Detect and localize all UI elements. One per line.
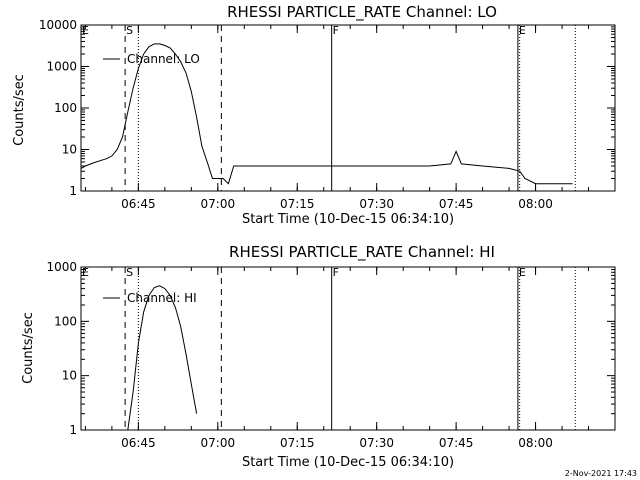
x-tick-label: 07:00 (201, 436, 236, 450)
panel-hi: RHESSI PARTICLE_RATE Channel: HI Counts/… (21, 243, 616, 470)
series-line (80, 43, 573, 185)
y-tick-label: 10000 (39, 18, 77, 32)
legend-entry: Channel: LO (127, 52, 200, 66)
event-marker-label: E (82, 24, 89, 37)
y-tick-label: 10 (62, 369, 77, 383)
y-axis-label: Counts/sec (21, 312, 36, 384)
x-tick-label: 07:45 (439, 436, 474, 450)
x-tick-label: 06:45 (121, 197, 156, 211)
y-tick-label: 100 (54, 314, 77, 328)
event-marker-label: F (333, 24, 339, 37)
event-marker-label: S (126, 266, 133, 279)
x-tick-label: 08:00 (518, 197, 553, 211)
x-axis-label: Start Time (10-Dec-15 06:34:10) (242, 455, 454, 470)
x-tick-label: 07:45 (439, 197, 474, 211)
y-axis-label: Counts/sec (12, 74, 27, 146)
event-marker-label: E (519, 24, 526, 37)
x-tick-label: 06:45 (121, 436, 156, 450)
y-tick-label: 1 (69, 423, 77, 437)
timestamp: 2-Nov-2021 17:43 (565, 469, 637, 478)
y-tick-label: 1000 (46, 260, 77, 274)
chart-title: RHESSI PARTICLE_RATE Channel: HI (229, 243, 495, 262)
y-tick-label: 100 (54, 101, 77, 115)
event-marker-label: E (519, 266, 526, 279)
series-line (127, 285, 198, 431)
legend-entry: Channel: HI (127, 291, 197, 305)
x-tick-label: 08:00 (518, 436, 553, 450)
x-tick-label: 07:00 (201, 197, 236, 211)
legend: Channel: HI (103, 291, 197, 305)
event-marker-label: F (333, 266, 339, 279)
x-tick-label: 07:30 (359, 197, 394, 211)
legend: Channel: LO (103, 52, 200, 66)
y-tick-label: 1000 (46, 60, 77, 74)
event-marker-label: S (126, 24, 133, 37)
y-tick-label: 1 (69, 184, 77, 198)
x-axis-label: Start Time (10-Dec-15 06:34:10) (242, 212, 454, 227)
y-tick-label: 10 (62, 143, 77, 157)
x-tick-label: 07:15 (280, 197, 315, 211)
event-marker-label: E (82, 266, 89, 279)
x-tick-label: 07:30 (359, 436, 394, 450)
chart-title: RHESSI PARTICLE_RATE Channel: LO (227, 3, 497, 22)
x-tick-label: 07:15 (280, 436, 315, 450)
panel-lo: RHESSI PARTICLE_RATE Channel: LO Counts/… (12, 3, 616, 227)
